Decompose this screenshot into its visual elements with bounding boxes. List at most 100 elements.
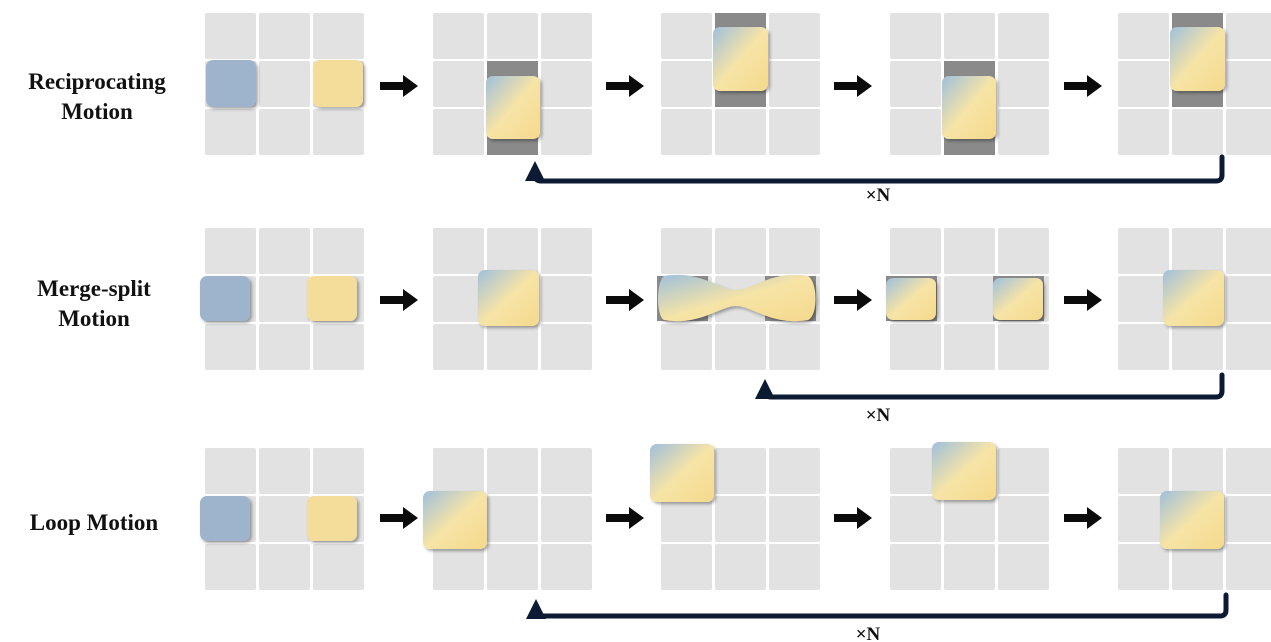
merged-tile xyxy=(1170,27,1225,91)
grid-cell xyxy=(890,228,941,274)
grid-cell xyxy=(259,228,310,274)
grid-cell xyxy=(890,109,941,155)
grid-cell xyxy=(715,496,766,542)
grid-cell xyxy=(1226,228,1271,274)
step-arrow-icon xyxy=(380,75,418,97)
grid-cell xyxy=(944,13,995,59)
row-label: Merge-split xyxy=(37,276,151,301)
grid-cell xyxy=(1172,448,1223,494)
grid-cell xyxy=(259,324,310,370)
grid-cell xyxy=(259,496,310,542)
grid-cell xyxy=(433,109,484,155)
grid-cell xyxy=(259,276,310,322)
grid-cell xyxy=(890,324,941,370)
grid-cell xyxy=(487,324,538,370)
grid-cell xyxy=(715,544,766,590)
grid-cell xyxy=(769,496,820,542)
grid-cell xyxy=(769,544,820,590)
grid-cell xyxy=(541,13,592,59)
blue-tile xyxy=(200,496,250,541)
step-arrow-icon xyxy=(1064,507,1102,529)
grid-cell xyxy=(890,13,941,59)
grid-3-3 xyxy=(661,448,820,590)
grid-cell xyxy=(661,228,712,274)
grid-cell xyxy=(1118,61,1169,107)
grid-cell xyxy=(433,61,484,107)
grid-cell xyxy=(944,496,995,542)
grid-cell xyxy=(661,109,712,155)
yellow-tile xyxy=(307,496,357,541)
grid-cell xyxy=(205,324,256,370)
grid-cell xyxy=(998,61,1049,107)
grid-cell xyxy=(661,544,712,590)
loop-back-arrow-icon xyxy=(526,592,1229,619)
grid-cell xyxy=(541,544,592,590)
grid-cell xyxy=(998,13,1049,59)
grid-cell xyxy=(890,448,941,494)
grid-cell xyxy=(1226,544,1271,590)
repeat-label: ×N xyxy=(856,624,881,642)
grid-cell xyxy=(1226,276,1271,322)
grid-cell xyxy=(890,61,941,107)
grid-cell xyxy=(1118,109,1169,155)
grid-cell xyxy=(1226,496,1271,542)
grid-cell xyxy=(715,324,766,370)
step-arrow-icon xyxy=(606,75,644,97)
grid-cell xyxy=(1226,448,1271,494)
blue-tile xyxy=(206,60,256,107)
step-arrow-icon xyxy=(380,507,418,529)
grid-cell xyxy=(433,276,484,322)
grid-cell xyxy=(541,109,592,155)
grid-cell xyxy=(541,448,592,494)
row-label: Motion xyxy=(58,306,130,331)
grid-cell xyxy=(661,13,712,59)
grid-cell xyxy=(259,61,310,107)
repeat-label: ×N xyxy=(866,405,891,426)
merged-tile xyxy=(423,491,487,549)
grid-cell xyxy=(1118,276,1169,322)
grid-cell xyxy=(259,448,310,494)
grid-cell xyxy=(1172,324,1223,370)
step-arrow-icon xyxy=(834,289,872,311)
grid-cell xyxy=(487,228,538,274)
grid-cell xyxy=(259,13,310,59)
grid-cell xyxy=(259,109,310,155)
merged-tile xyxy=(942,76,996,139)
grid-cell xyxy=(487,496,538,542)
split-tile xyxy=(886,278,936,320)
grid-cell xyxy=(487,448,538,494)
step-arrow-icon xyxy=(1064,75,1102,97)
grid-cell xyxy=(433,448,484,494)
grid-cell xyxy=(769,61,820,107)
split-tile xyxy=(993,278,1043,320)
grid-cell xyxy=(205,228,256,274)
grid-cell xyxy=(944,544,995,590)
arrow-layer xyxy=(380,75,1229,619)
grid-cell xyxy=(1226,61,1271,107)
merged-tile xyxy=(1160,491,1224,549)
merged-tile xyxy=(478,270,539,326)
grid-cell xyxy=(1172,544,1223,590)
step-arrow-icon xyxy=(380,289,418,311)
grid-cell xyxy=(1118,13,1169,59)
row-label: Loop Motion xyxy=(30,510,159,535)
tile-layer xyxy=(200,13,1225,549)
grid-cell xyxy=(313,228,364,274)
grid-cell xyxy=(205,544,256,590)
blue-tile xyxy=(200,276,250,321)
grid-cell xyxy=(541,496,592,542)
grid-cell xyxy=(715,228,766,274)
grid-cell xyxy=(1118,544,1169,590)
grid-cell xyxy=(998,544,1049,590)
grid-cell xyxy=(1172,109,1223,155)
step-arrow-icon xyxy=(606,289,644,311)
grid-cell xyxy=(1226,324,1271,370)
grid-cell xyxy=(1226,13,1271,59)
grid-cell xyxy=(1172,228,1223,274)
step-arrow-icon xyxy=(1064,289,1102,311)
grid-cell xyxy=(541,61,592,107)
grid-cell xyxy=(1118,324,1169,370)
merged-tile xyxy=(650,444,714,502)
grid-cell xyxy=(541,228,592,274)
grid-cell xyxy=(433,544,484,590)
